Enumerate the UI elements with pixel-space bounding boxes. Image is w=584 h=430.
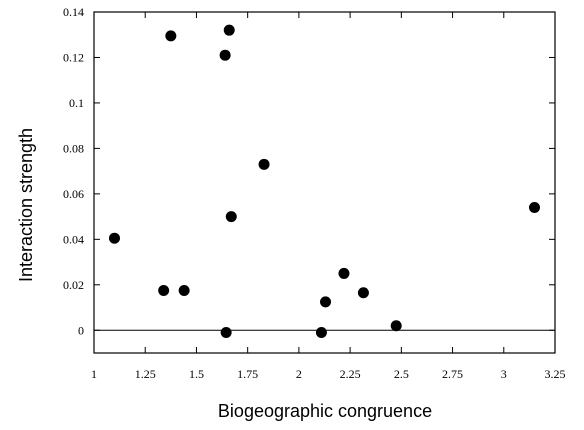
y-tick-label: 0.12 xyxy=(63,50,84,64)
y-tick-label: 0.02 xyxy=(63,278,84,292)
x-axis: 1 1.25 1.5 1.75 2 2.25 2.5 2.75 3 3.25 xyxy=(91,12,566,381)
data-point xyxy=(315,327,327,339)
y-axis: 0 0.02 0.04 0.06 0.08 0.1 0.12 0.14 xyxy=(63,5,555,337)
y-tick-label: 0 xyxy=(78,323,84,337)
data-point xyxy=(158,284,170,296)
data-point xyxy=(390,320,402,332)
x-tick-label: 2.75 xyxy=(442,367,463,381)
data-point xyxy=(225,211,237,223)
y-tick-label: 0.04 xyxy=(63,232,84,246)
plot-frame xyxy=(93,11,556,354)
data-point xyxy=(178,284,190,296)
y-tick-label: 0.06 xyxy=(63,187,84,201)
x-axis-label: Biogeographic congruence xyxy=(218,401,432,421)
data-point xyxy=(223,24,235,36)
data-point xyxy=(338,267,350,279)
data-point xyxy=(529,202,541,214)
data-point xyxy=(357,287,369,299)
data-point xyxy=(220,327,232,339)
x-tick-label: 1 xyxy=(91,367,97,381)
data-point xyxy=(108,232,120,244)
x-tick-label: 2.25 xyxy=(340,367,361,381)
y-axis-label: Interaction strength xyxy=(16,128,36,282)
data-point xyxy=(219,49,231,61)
y-tick-label: 0.08 xyxy=(63,141,84,155)
y-tick-label: 0.14 xyxy=(63,5,84,19)
x-tick-label: 1.5 xyxy=(189,367,204,381)
data-points xyxy=(108,24,541,339)
x-tick-label: 1.25 xyxy=(135,367,156,381)
x-tick-label: 2.5 xyxy=(394,367,409,381)
x-tick-label: 3 xyxy=(501,367,507,381)
data-point xyxy=(320,296,332,308)
x-tick-label: 1.75 xyxy=(237,367,258,381)
y-tick-label: 0.1 xyxy=(69,96,84,110)
data-point xyxy=(165,30,177,42)
data-point xyxy=(258,158,270,170)
x-tick-label: 3.25 xyxy=(545,367,566,381)
plot-border xyxy=(93,11,556,354)
x-tick-label: 2 xyxy=(296,367,302,381)
